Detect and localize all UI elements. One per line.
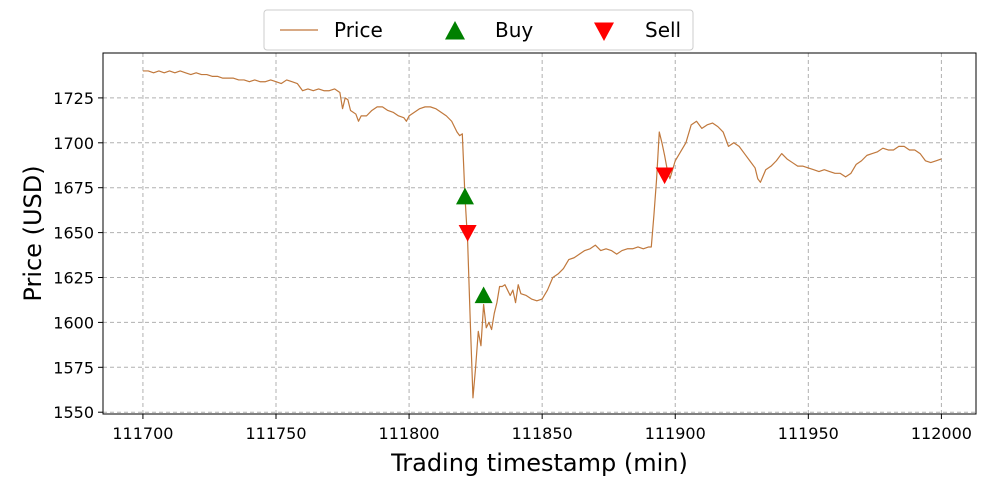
- x-tick-label: 112000: [911, 424, 972, 443]
- trade-markers: [455, 167, 674, 304]
- legend-sell-label: Sell: [645, 18, 681, 42]
- price-series: [142, 70, 942, 399]
- legend-sell-marker: [594, 22, 614, 41]
- sell-marker: [655, 167, 674, 185]
- x-tick-label: 111950: [778, 424, 839, 443]
- x-axis-title: Trading timestamp (min): [390, 449, 688, 477]
- x-tick-label: 111900: [645, 424, 706, 443]
- y-tick-label: 1575: [53, 358, 94, 377]
- y-tick-label: 1650: [53, 224, 94, 243]
- y-tick-label: 1625: [53, 269, 94, 288]
- x-tick-label: 111850: [512, 424, 573, 443]
- buy-marker: [474, 286, 493, 304]
- y-tick-label: 1675: [53, 179, 94, 198]
- grid: [103, 53, 976, 414]
- x-tick-label: 111700: [112, 424, 173, 443]
- sell-marker: [458, 224, 477, 242]
- legend-box: [263, 9, 694, 51]
- legend-price-label: Price: [334, 18, 383, 42]
- y-tick-label: 1700: [53, 134, 94, 153]
- y-axis-title: Price (USD): [19, 165, 47, 301]
- y-tick-label: 1600: [53, 313, 94, 332]
- legend: Price Buy Sell: [263, 9, 694, 51]
- x-tick-label: 111750: [245, 424, 306, 443]
- y-tick-label: 1550: [53, 403, 94, 422]
- plot-frame: [102, 52, 977, 415]
- x-tick-label: 111800: [379, 424, 440, 443]
- buy-marker: [455, 187, 474, 205]
- legend-buy-label: Buy: [495, 18, 533, 42]
- y-tick-label: 1725: [53, 89, 94, 108]
- legend-buy-marker: [445, 21, 465, 40]
- price-line: [142, 70, 942, 399]
- axis-ticks: 111700 111750 111800 111850 111900 111950 1120…: [53, 89, 972, 443]
